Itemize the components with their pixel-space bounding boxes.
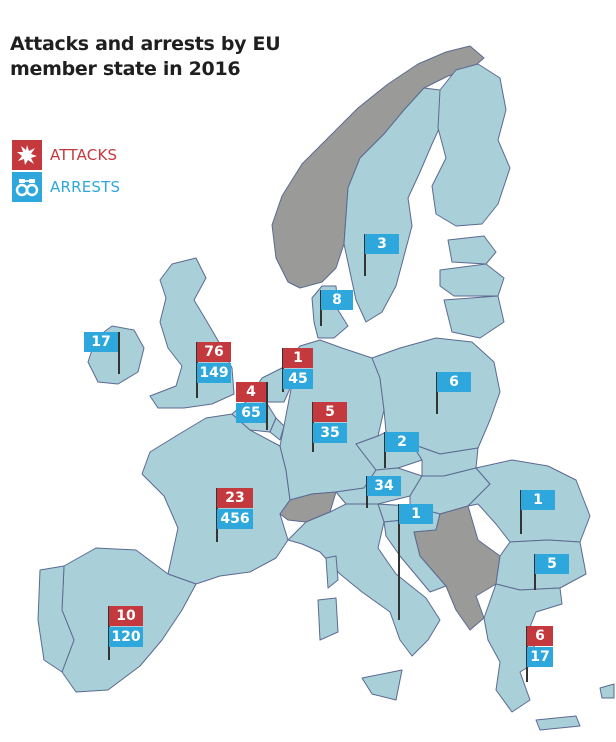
- marker-pole: [118, 332, 120, 374]
- marker-pole: [384, 432, 386, 468]
- arrests-count-spain: 120: [109, 627, 143, 647]
- arrests-count-netherlands: 45: [283, 369, 313, 389]
- marker-pole: [282, 348, 284, 392]
- arrests-count-austria: 34: [367, 476, 401, 496]
- arrests-count-bulgaria: 5: [535, 554, 569, 574]
- attacks-count-greece: 6: [527, 626, 553, 646]
- explosion-icon: [12, 140, 42, 170]
- attacks-count-uk: 76: [197, 342, 231, 362]
- legend-attacks-label: ATTACKS: [50, 146, 118, 164]
- marker-pole: [526, 626, 528, 682]
- legend-arrests: ARRESTS: [12, 172, 120, 202]
- marker-pole: [320, 290, 322, 326]
- arrests-count-belgium: 65: [236, 403, 266, 423]
- arrests-count-france: 456: [217, 509, 253, 529]
- attacks-count-spain: 10: [109, 606, 143, 626]
- sardinia-region: [317, 597, 339, 641]
- attacks-count-france: 23: [217, 488, 253, 508]
- legend-attacks: ATTACKS: [12, 140, 117, 170]
- arrests-count-germany: 35: [313, 423, 347, 443]
- latvia-region: [439, 263, 505, 297]
- marker-pole: [398, 504, 400, 620]
- corsica-region: [325, 555, 339, 589]
- attacks-count-germany: 5: [313, 402, 347, 422]
- marker-pole: [366, 476, 368, 508]
- marker-pole: [364, 234, 366, 276]
- marker-pole: [196, 342, 198, 398]
- legend-arrests-label: ARRESTS: [50, 178, 121, 196]
- title-line-2: member state in 2016: [10, 58, 241, 80]
- arrests-count-poland: 6: [437, 372, 471, 392]
- marker-pole: [108, 606, 110, 660]
- attacks-count-netherlands: 1: [283, 348, 313, 368]
- arrests-count-uk: 149: [197, 363, 231, 383]
- crete-region: [535, 715, 581, 731]
- finland-region: [431, 63, 511, 227]
- switzerland-region: [279, 491, 337, 523]
- map-title: Attacks and arrests by EU member state i…: [10, 32, 310, 82]
- marker-pole: [520, 490, 522, 534]
- arrests-count-greece: 17: [527, 647, 553, 667]
- arrests-count-slovenia: 1: [399, 504, 433, 524]
- marker-pole: [436, 372, 438, 414]
- arrests-count-ireland: 17: [84, 332, 118, 352]
- estonia-region: [447, 235, 497, 265]
- arrests-count-czechia: 2: [385, 432, 419, 452]
- cyprus-region: [599, 683, 615, 699]
- handcuffs-icon: [12, 172, 42, 202]
- sicily-region: [361, 669, 403, 701]
- uk-region: [149, 257, 235, 409]
- attacks-count-belgium: 4: [236, 382, 266, 402]
- marker-pole: [266, 382, 268, 430]
- marker-pole: [216, 488, 218, 542]
- arrests-count-sweden: 3: [365, 234, 399, 254]
- arrests-count-romania: 1: [521, 490, 555, 510]
- balkans-region: [413, 505, 501, 631]
- arrests-count-denmark: 8: [321, 290, 353, 310]
- lithuania-region: [443, 295, 505, 339]
- portugal-region: [37, 565, 75, 673]
- marker-pole: [312, 402, 314, 452]
- italy-region: [287, 503, 441, 657]
- sweden-region: [343, 87, 445, 323]
- marker-pole: [534, 554, 536, 590]
- title-line-1: Attacks and arrests by EU: [10, 33, 281, 55]
